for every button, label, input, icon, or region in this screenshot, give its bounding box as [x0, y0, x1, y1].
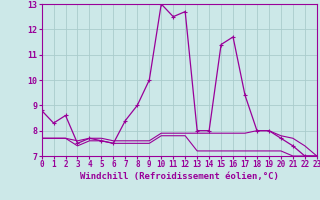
X-axis label: Windchill (Refroidissement éolien,°C): Windchill (Refroidissement éolien,°C)	[80, 172, 279, 181]
